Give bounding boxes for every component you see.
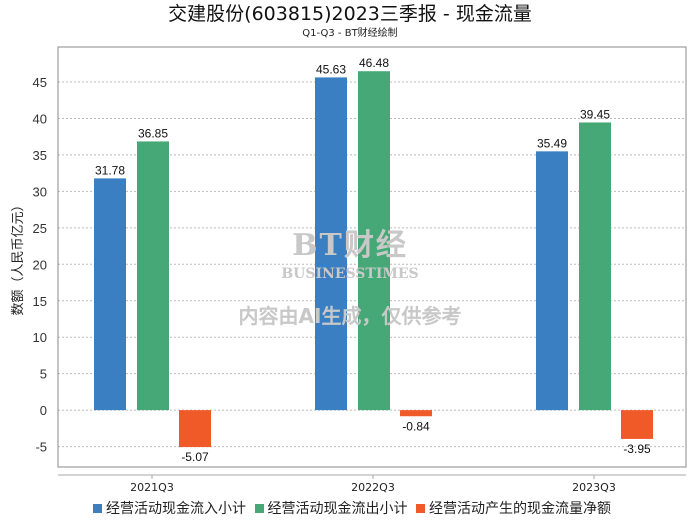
legend-swatch [415, 504, 425, 513]
y-tick-label: -5 [35, 440, 47, 455]
bar-2021Q3-0 [94, 178, 126, 411]
bar-2021Q3-1 [137, 141, 169, 411]
y-tick-label: 25 [33, 221, 47, 236]
data-label: 35.49 [537, 136, 567, 150]
data-label: 36.85 [138, 126, 168, 140]
bar-2023Q3-0 [536, 151, 568, 411]
bar-2021Q3-2 [179, 410, 211, 448]
legend-label: 经营活动现金流入小计 [106, 501, 247, 517]
data-label: 46.48 [359, 56, 389, 70]
y-tick-label: 15 [33, 294, 47, 309]
plot-frame [57, 46, 687, 468]
y-tick-label: 10 [33, 330, 47, 345]
legend: 经营活动现金流入小计 经营活动现金流出小计 经营活动产生的现金流量净额 [0, 500, 700, 518]
bar-2023Q3-2 [621, 410, 653, 439]
y-axis-label: 数额（人民币亿元） [11, 198, 26, 315]
y-tick-label: 35 [33, 148, 47, 163]
y-tick-label: 30 [33, 184, 47, 199]
legend-swatch [93, 504, 103, 513]
data-label: 31.78 [95, 163, 125, 177]
data-label: 45.63 [316, 62, 346, 76]
data-label: -0.84 [402, 419, 430, 433]
legend-item-inflow[interactable]: 经营活动现金流入小计 [89, 500, 246, 518]
x-tick-label: 2023Q3 [572, 481, 616, 494]
legend-item-net[interactable]: 经营活动产生的现金流量净额 [412, 500, 611, 518]
y-tick-label: 40 [33, 111, 47, 126]
data-label: -3.95 [623, 442, 651, 456]
legend-label: 经营活动产生的现金流量净额 [428, 501, 611, 517]
legend-label: 经营活动现金流出小计 [267, 501, 408, 517]
chart-subtitle: Q1-Q3 - BT财经绘制 [302, 28, 398, 39]
legend-item-outflow[interactable]: 经营活动现金流出小计 [251, 500, 408, 518]
y-tick-label: 45 [33, 75, 47, 90]
y-tick-label: 0 [40, 403, 47, 418]
bar-2022Q3-2 [400, 410, 432, 417]
bar-2022Q3-1 [358, 71, 390, 411]
bar-2023Q3-1 [579, 122, 611, 411]
y-tick-label: 20 [33, 257, 47, 272]
bar-2022Q3-0 [315, 77, 347, 411]
chart-title: 交建股份(603815)2023三季报 - 现金流量 [168, 3, 532, 25]
data-label: -5.07 [181, 450, 209, 464]
y-tick-label: 5 [40, 367, 47, 382]
legend-swatch [254, 504, 264, 513]
x-tick-label: 2022Q3 [351, 481, 395, 494]
data-label: 39.45 [580, 107, 610, 121]
x-tick-label: 2021Q3 [130, 481, 174, 494]
